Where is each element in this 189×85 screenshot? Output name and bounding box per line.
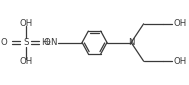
- Text: S: S: [23, 38, 29, 47]
- Text: O: O: [44, 38, 50, 47]
- Text: N: N: [128, 38, 134, 47]
- Text: H₂N: H₂N: [41, 38, 58, 47]
- Text: OH: OH: [19, 57, 33, 66]
- Text: O: O: [0, 38, 7, 47]
- Text: OH: OH: [174, 57, 187, 66]
- Text: OH: OH: [174, 19, 187, 28]
- Text: OH: OH: [19, 19, 33, 28]
